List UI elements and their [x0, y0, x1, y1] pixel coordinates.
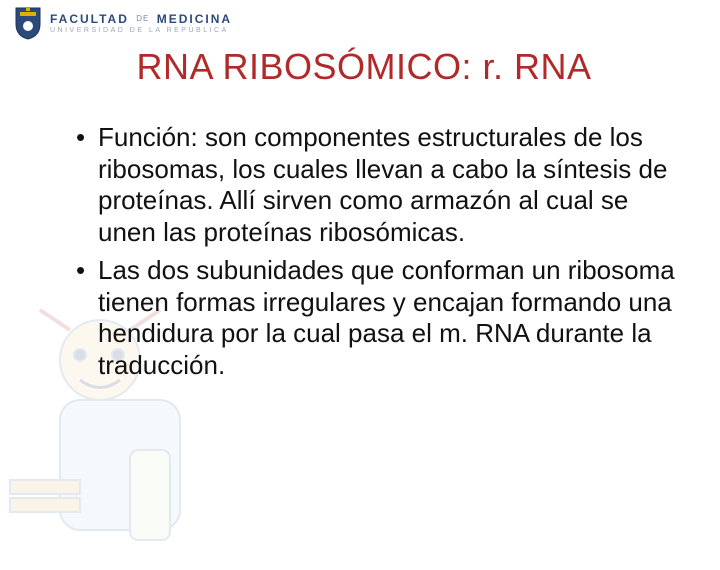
- crest-icon: [14, 6, 42, 40]
- slide-title: RNA RIBOSÓMICO: r. RNA: [48, 46, 680, 88]
- logo-word-facultad: FACULTAD: [50, 12, 129, 26]
- slide-content: RNA RIBOSÓMICO: r. RNA Función: son comp…: [0, 0, 720, 408]
- logo-line1: FACULTAD DE MEDICINA: [50, 13, 232, 25]
- bullet-list: Función: son componentes estructurales d…: [48, 122, 680, 382]
- list-item: Función: son componentes estructurales d…: [76, 122, 680, 249]
- logo-word-medicina: MEDICINA: [157, 12, 232, 26]
- faculty-logo: FACULTAD DE MEDICINA UNIVERSIDAD DE LA R…: [14, 6, 232, 40]
- logo-line2: UNIVERSIDAD DE LA REPÚBLICA: [50, 27, 232, 34]
- list-item: Las dos subunidades que conforman un rib…: [76, 255, 680, 382]
- logo-word-de: DE: [134, 14, 151, 23]
